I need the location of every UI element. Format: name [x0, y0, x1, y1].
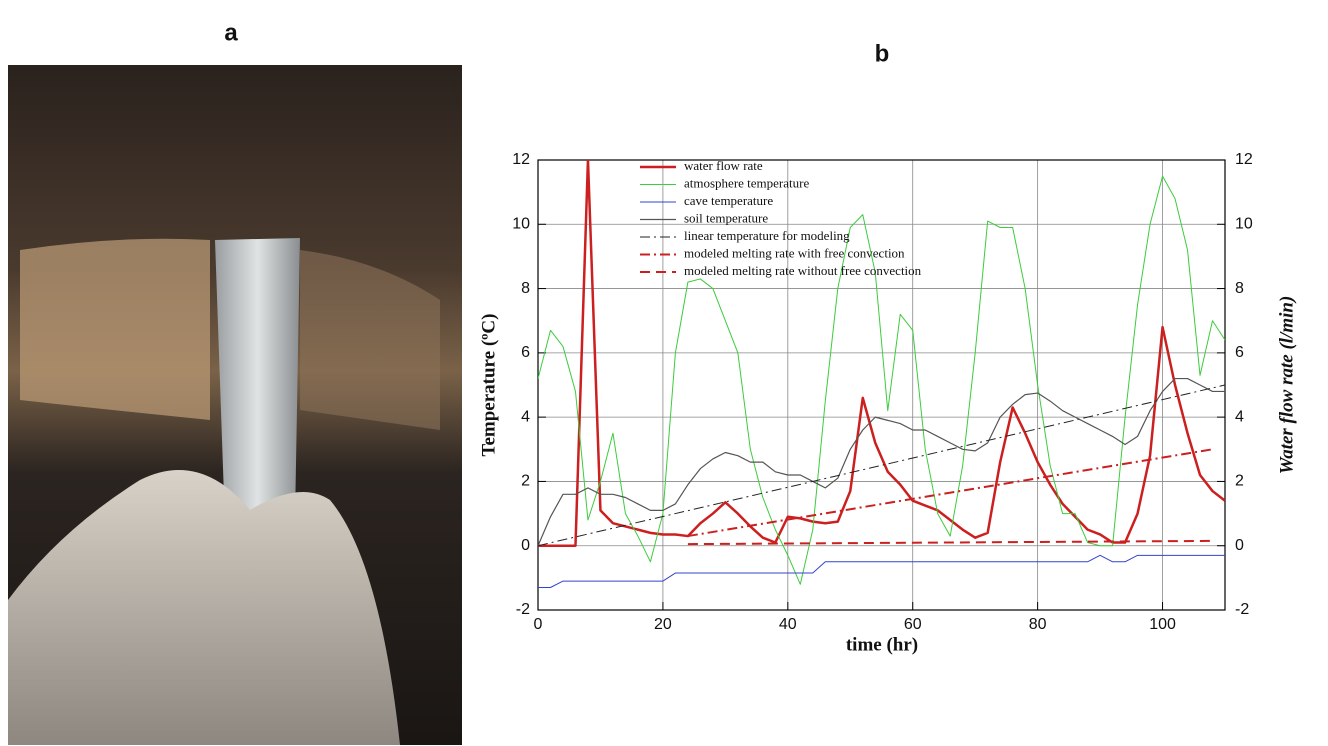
series-line [687, 539, 1213, 546]
legend-label: cave temperature [684, 193, 773, 208]
y2-tick-label: 4 [1235, 408, 1244, 425]
y-tick-label: 6 [521, 344, 530, 361]
y-axis-label: Temperature (ºC) [478, 314, 499, 457]
y-tick-label: 0 [521, 537, 530, 554]
y2-tick-label: 2 [1235, 473, 1244, 490]
y2-tick-label: -2 [1235, 601, 1249, 618]
panel-label: b [875, 40, 890, 67]
x-axis-label: time (hr) [846, 634, 918, 655]
series-line [687, 448, 1213, 538]
series-line [538, 554, 1225, 588]
y-tick-label: 8 [521, 280, 530, 297]
legend-label: water flow rate [684, 158, 763, 173]
x-tick-label: 20 [654, 616, 672, 633]
x-tick-label: 80 [1029, 616, 1047, 633]
series-line [538, 377, 1225, 546]
y2-tick-label: 6 [1235, 344, 1244, 361]
x-tick-label: 100 [1149, 616, 1176, 633]
legend-label: linear temperature for modeling [684, 228, 850, 243]
legend-label: modeled melting rate with free convectio… [684, 245, 905, 260]
y2-tick-label: 10 [1235, 216, 1253, 233]
panel-label: a [224, 19, 238, 46]
y-tick-label: 10 [512, 216, 530, 233]
x-tick-label: 60 [904, 616, 922, 633]
y2-tick-label: 8 [1235, 280, 1244, 297]
cave-photo [8, 65, 462, 745]
y-tick-label: -2 [516, 601, 530, 618]
y-tick-label: 2 [521, 473, 530, 490]
legend-label: soil temperature [684, 210, 768, 225]
x-tick-label: 0 [534, 616, 543, 633]
y2-axis-label: Water flow rate (l/min) [1276, 296, 1297, 475]
series-line [538, 384, 1225, 547]
legend-label: atmosphere temperature [684, 175, 809, 190]
x-tick-label: 40 [779, 616, 797, 633]
y-tick-label: 12 [512, 151, 530, 168]
legend-label: modeled melting rate without free convec… [684, 263, 922, 278]
y2-tick-label: 0 [1235, 537, 1244, 554]
y-tick-label: 4 [521, 408, 530, 425]
series-line [538, 175, 1225, 585]
plot-area [538, 160, 1225, 588]
y2-tick-label: 12 [1235, 151, 1253, 168]
